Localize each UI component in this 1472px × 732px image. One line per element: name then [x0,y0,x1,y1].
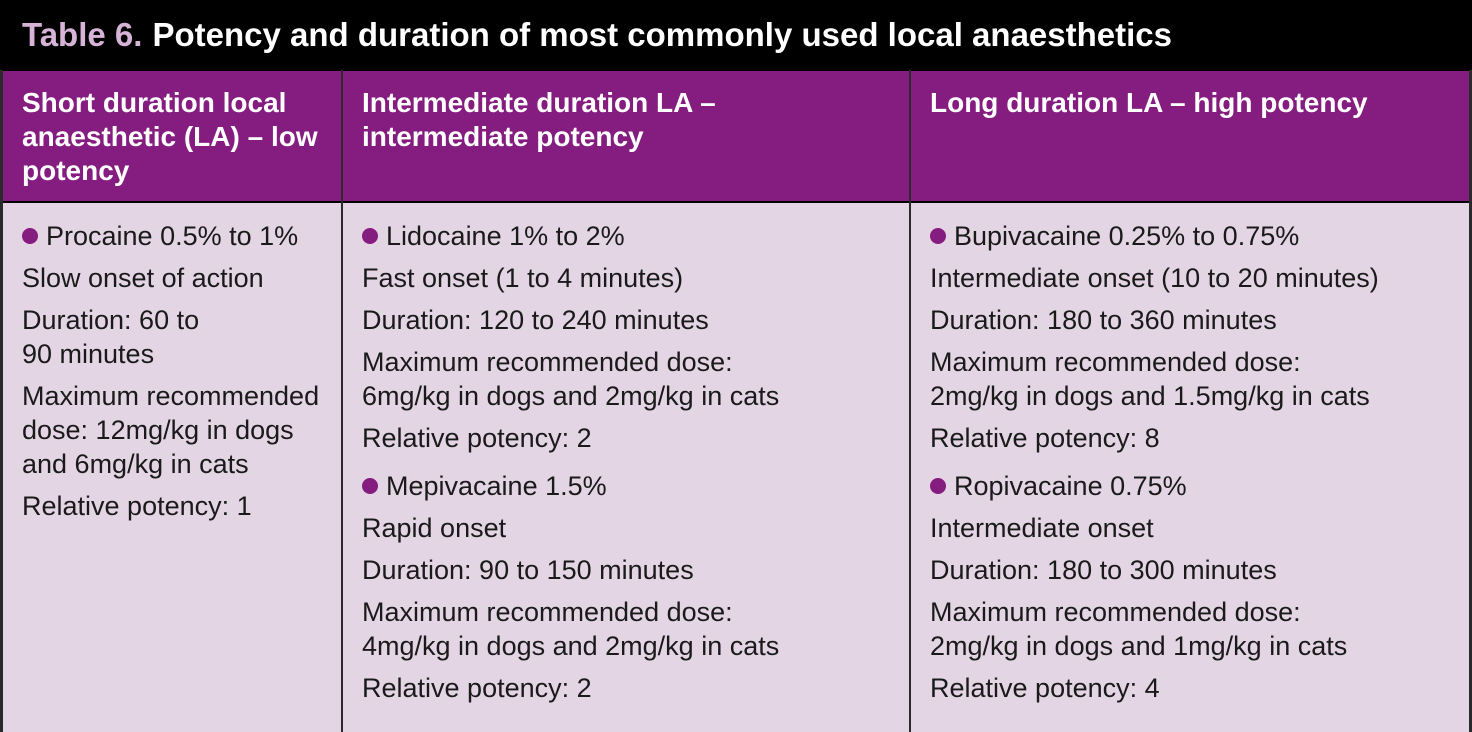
onset-text: Rapid onset [362,513,507,543]
max-dose-value: 6mg/kg in dogs and 2mg/kg in cats [362,381,780,411]
drug-entry: Procaine 0.5% to 1% [22,219,327,253]
max-dose-text: Maximum recommended dose: 4mg/kg in dogs … [362,595,902,663]
max-dose-label: Maximum recommended dose: [362,597,733,627]
max-dose-label: Maximum recommended dose: [930,347,1301,377]
drug-name: Procaine 0.5% to 1% [46,221,299,251]
table-label: Table 6. [22,16,143,53]
bullet-icon [930,228,946,244]
relative-potency-text: Relative potency: 1 [22,491,252,521]
drug-name: Lidocaine 1% to 2% [386,221,625,251]
max-dose-label: Maximum recommended dose: [930,597,1301,627]
drug-name: Bupivacaine 0.25% to 0.75% [954,221,1300,251]
drug-entry: Ropivacaine 0.75% [930,469,1460,503]
table-body-row [0,203,1472,732]
max-dose-label: Maximum recommended dose: [362,347,733,377]
bullet-icon [930,478,946,494]
onset-text: Intermediate onset (10 to 20 minutes) [930,263,1379,293]
column-intermediate-duration: Lidocaine 1% to 2% Fast onset (1 to 4 mi… [362,219,902,713]
column-divider [341,70,343,732]
relative-potency-text: Relative potency: 4 [930,673,1160,703]
column-long-duration: Bupivacaine 0.25% to 0.75% Intermediate … [930,219,1460,713]
onset-text: Slow onset of action [22,263,264,293]
bullet-icon [362,228,378,244]
header-short-duration: Short duration local anaesthetic (LA) – … [22,87,318,186]
duration-text: Duration: 90 to 150 minutes [362,555,694,585]
drug-entry: Lidocaine 1% to 2% [362,219,902,253]
bullet-icon [362,478,378,494]
drug-entry: Bupivacaine 0.25% to 0.75% [930,219,1460,253]
header-intermediate-duration: Intermediate duration LA – intermediate … [362,87,716,152]
onset-text: Intermediate onset [930,513,1154,543]
drug-name: Ropivacaine 0.75% [954,471,1187,501]
duration-text: Duration: 180 to 300 minutes [930,555,1277,585]
max-dose-text: Maximum recommended dose: 12mg/kg in dog… [22,381,320,479]
table-header-row [0,70,1472,203]
table-border-left [0,70,3,732]
table-border-right [1469,70,1472,732]
duration-text: Duration: 120 to 240 minutes [362,305,709,335]
bullet-icon [22,228,38,244]
duration-text: Duration: 60 to 90 minutes [22,305,200,369]
relative-potency-text: Relative potency: 2 [362,673,592,703]
table-title: Potency and duration of most commonly us… [152,16,1172,53]
drug-name: Mepivacaine 1.5% [386,471,607,501]
max-dose-text: Maximum recommended dose: 6mg/kg in dogs … [362,345,902,413]
max-dose-text: Maximum recommended dose: 2mg/kg in dogs … [930,345,1460,413]
max-dose-value: 2mg/kg in dogs and 1.5mg/kg in cats [930,381,1370,411]
column-divider [909,70,911,732]
header-long-duration: Long duration LA – high potency [930,87,1368,118]
column-short-duration: Procaine 0.5% to 1% Slow onset of action… [22,219,327,531]
duration-text: Duration: 180 to 360 minutes [930,305,1277,335]
max-dose-value: 2mg/kg in dogs and 1mg/kg in cats [930,631,1348,661]
table-title-bar: Table 6. Potency and duration of most co… [0,0,1472,70]
relative-potency-text: Relative potency: 2 [362,423,592,453]
max-dose-value: 4mg/kg in dogs and 2mg/kg in cats [362,631,780,661]
drug-entry: Mepivacaine 1.5% [362,469,902,503]
max-dose-text: Maximum recommended dose: 2mg/kg in dogs … [930,595,1460,663]
onset-text: Fast onset (1 to 4 minutes) [362,263,684,293]
relative-potency-text: Relative potency: 8 [930,423,1160,453]
